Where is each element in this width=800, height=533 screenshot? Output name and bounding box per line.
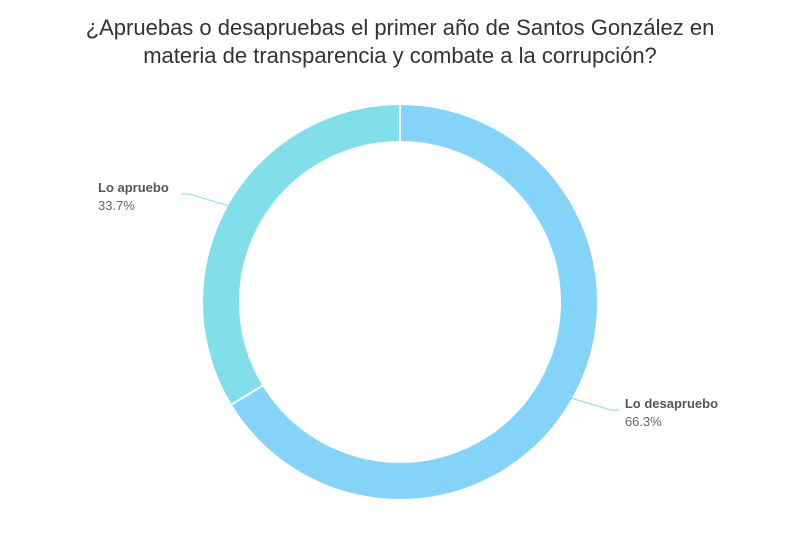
slice-label-lo-apruebo: Lo apruebo [98,180,169,195]
slice-labels: Lo desapruebo 66.3% Lo apruebo 33.7% [98,180,718,429]
chart-title-line-2: materia de transparencia y combate a la … [143,43,657,68]
slice-value-lo-apruebo: 33.7% [98,198,135,213]
slice-lo-apruebo [201,102,401,407]
leader-line-lo-apruebo [181,193,230,207]
leader-line-lo-desapruebo [570,397,619,411]
slice-label-lo-desapruebo: Lo desapruebo [625,396,718,411]
chart-title: ¿Apruebas o desapruebas el primer año de… [0,14,800,70]
chart-title-line-1: ¿Apruebas o desapruebas el primer año de… [85,15,715,40]
slice-lo-desapruebo [229,102,599,501]
label-leader-lines [181,193,619,411]
slice-value-lo-desapruebo: 66.3% [625,414,662,429]
donut-slices [201,102,599,501]
